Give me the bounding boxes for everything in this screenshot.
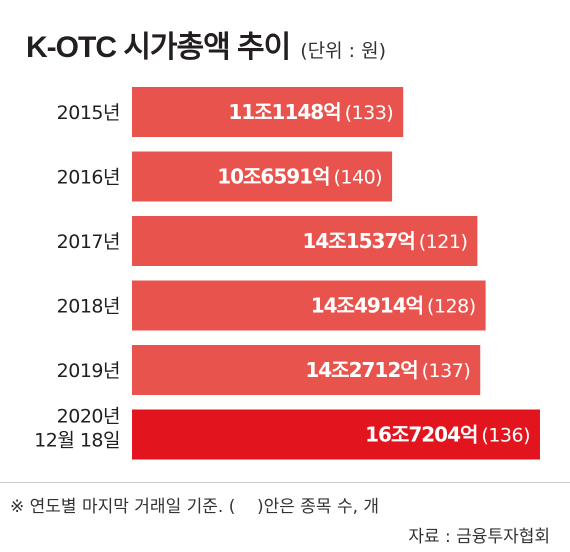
data-label: 10조6591억 (140) [217, 165, 382, 189]
chart-unit-note: (단위 : 원) [300, 40, 387, 62]
bar-6 [132, 409, 540, 460]
category-label: 2020년 12월 18일 [34, 406, 120, 452]
category-label: 2016년 [57, 167, 120, 189]
data-label: 16조7204억 (136) [365, 423, 530, 447]
category-label: 2015년 [57, 102, 120, 124]
bar-5 [132, 345, 481, 395]
category-label: 2018년 [57, 296, 120, 318]
footer-divider [0, 482, 570, 483]
category-label: 2019년 [57, 360, 120, 382]
bar-3 [132, 216, 478, 266]
bar-1 [132, 87, 404, 137]
data-label: 14조2712억 (137) [305, 358, 470, 382]
data-label: 14조4914억 (128) [311, 294, 476, 318]
bar-2 [132, 151, 393, 202]
bar-chart: 2015년 11조1148억 (133) 2016년 10조6591억 (140) 2017… [34, 87, 540, 460]
data-label: 11조1148억 (133) [228, 100, 393, 124]
source-credit: 자료 : 금융투자협회 [408, 527, 550, 547]
chart-title: K-OTC 시가총액 추이 [26, 31, 291, 64]
data-label: 14조1537억 (121) [302, 229, 467, 253]
category-label: 2017년 [57, 231, 120, 253]
footnote: ※ 연도별 마지막 거래일 기준. ( )안은 종목 수, 개 [10, 497, 380, 517]
chart-header: K-OTC 시가총액 추이 (단위 : 원) [26, 22, 386, 72]
bar-4 [132, 280, 486, 331]
